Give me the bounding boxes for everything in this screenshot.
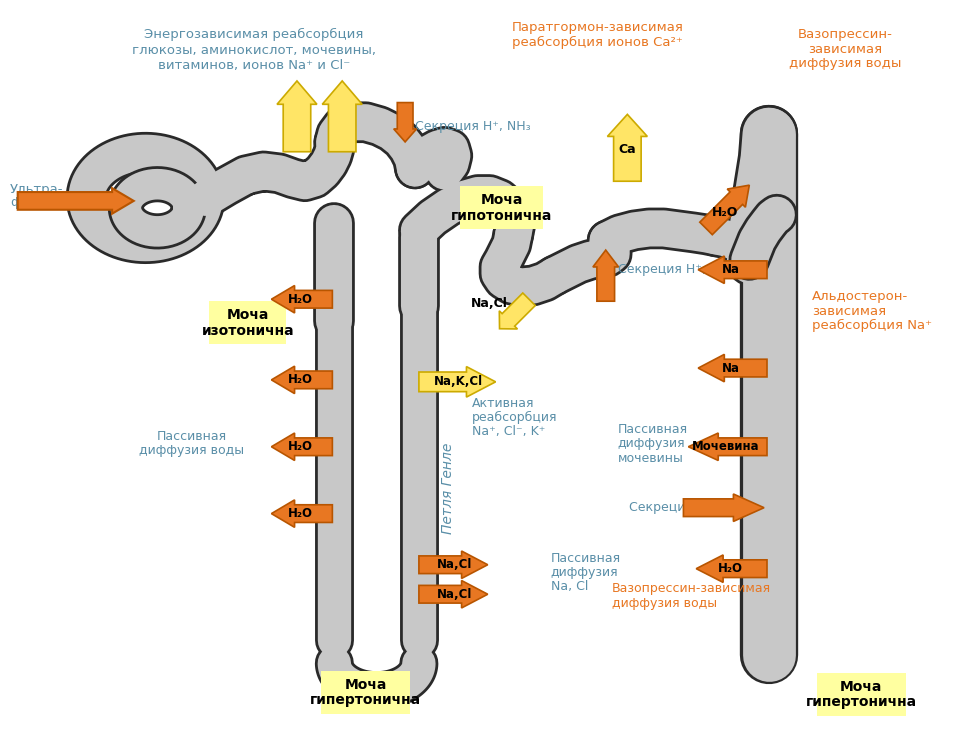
Text: Na, Cl: Na, Cl: [551, 580, 588, 593]
Text: диффузия воды: диффузия воды: [611, 597, 717, 609]
Text: Петля Генле: Петля Генле: [442, 443, 455, 533]
Text: H₂O: H₂O: [288, 507, 313, 520]
Text: фильтрация: фильтрация: [10, 197, 97, 209]
Text: Na: Na: [722, 361, 741, 375]
Text: гипертонична: гипертонична: [806, 695, 917, 709]
FancyArrow shape: [699, 186, 749, 235]
Text: Моча: Моча: [480, 193, 523, 207]
FancyArrow shape: [698, 256, 767, 283]
FancyBboxPatch shape: [817, 673, 906, 716]
Text: Активная: Активная: [472, 397, 535, 410]
Text: Na,K,Cl: Na,K,Cl: [434, 375, 484, 388]
Text: Вазопрессин-: Вазопрессин-: [798, 28, 893, 41]
FancyArrow shape: [17, 188, 134, 214]
Text: H₂O: H₂O: [288, 293, 313, 305]
Text: диффузия воды: диффузия воды: [139, 444, 244, 457]
FancyBboxPatch shape: [460, 186, 543, 229]
Text: Na⁺, Cl⁻, K⁺: Na⁺, Cl⁻, K⁺: [472, 425, 545, 437]
Text: Na: Na: [722, 263, 741, 276]
Text: Энергозависимая реабсорбция: Энергозависимая реабсорбция: [144, 28, 363, 41]
Text: диффузия воды: диффузия воды: [789, 57, 901, 70]
Text: Ультра-: Ультра-: [10, 183, 63, 196]
Text: диффузия: диффузия: [618, 437, 685, 450]
Text: Моча: Моча: [840, 679, 882, 694]
FancyArrow shape: [419, 367, 495, 397]
Text: гипертонична: гипертонична: [310, 694, 422, 708]
FancyArrow shape: [607, 115, 648, 181]
FancyArrow shape: [689, 433, 767, 460]
FancyArrow shape: [698, 355, 767, 381]
Text: мочевины: мочевины: [618, 452, 683, 465]
FancyArrow shape: [322, 81, 362, 152]
Text: зависимая: зависимая: [809, 42, 882, 56]
Text: Na,Cl: Na,Cl: [437, 588, 472, 600]
Text: H₂O: H₂O: [712, 206, 739, 219]
Text: Na,Cl: Na,Cl: [470, 297, 508, 310]
Text: Паратгормон-зависимая: Паратгормон-зависимая: [512, 21, 684, 34]
Text: Мочевина: Мочевина: [693, 440, 760, 453]
Text: Na,Cl: Na,Cl: [437, 558, 472, 571]
Text: реабсорбция Na⁺: реабсорбция Na⁺: [812, 320, 932, 332]
Text: Вазопрессин-зависимая: Вазопрессин-зависимая: [611, 582, 771, 595]
FancyBboxPatch shape: [321, 671, 410, 714]
Text: H₂O: H₂O: [718, 562, 742, 575]
Text: Секреция H⁺, NH₃: Секреция H⁺, NH₃: [415, 120, 531, 133]
Text: H₂O: H₂O: [288, 373, 313, 387]
Text: Секреция H⁺, NH₃: Секреция H⁺, NH₃: [618, 263, 733, 276]
Text: Пассивная: Пассивная: [157, 431, 227, 443]
Text: гипотонична: гипотонична: [451, 209, 552, 223]
FancyArrow shape: [277, 81, 317, 152]
FancyArrow shape: [419, 551, 488, 578]
FancyArrow shape: [696, 555, 767, 583]
FancyArrow shape: [419, 580, 488, 608]
FancyArrow shape: [394, 103, 417, 142]
Text: Моча: Моча: [227, 308, 269, 322]
Text: Альдостерон-: Альдостерон-: [812, 290, 908, 302]
Text: Моча: Моча: [345, 678, 387, 691]
Text: H₂O: H₂O: [288, 440, 313, 453]
Text: изотонична: изотонична: [201, 324, 294, 337]
FancyArrow shape: [683, 494, 764, 522]
FancyArrow shape: [271, 285, 332, 313]
Text: диффузия: диффузия: [551, 566, 618, 579]
Text: зависимая: зависимая: [812, 305, 886, 317]
Text: Пассивная: Пассивная: [618, 422, 688, 436]
FancyArrow shape: [271, 433, 332, 460]
Text: Ca: Ca: [619, 142, 636, 156]
Text: Пассивная: Пассивная: [551, 552, 621, 565]
FancyArrow shape: [271, 366, 332, 393]
Text: глюкозы, аминокислот, мочевины,: глюкозы, аминокислот, мочевины,: [131, 43, 376, 57]
Text: реабсорбция: реабсорбция: [472, 410, 558, 424]
FancyBboxPatch shape: [210, 301, 286, 344]
FancyArrow shape: [593, 250, 619, 301]
Text: витаминов, ионов Na⁺ и Cl⁻: витаминов, ионов Na⁺ и Cl⁻: [157, 60, 350, 72]
FancyArrow shape: [499, 293, 536, 329]
Text: реабсорбция ионов Ca²⁺: реабсорбция ионов Ca²⁺: [513, 36, 683, 48]
FancyArrow shape: [271, 500, 332, 527]
Text: Секреция H⁺, NH₃: Секреция H⁺, NH₃: [629, 501, 745, 514]
